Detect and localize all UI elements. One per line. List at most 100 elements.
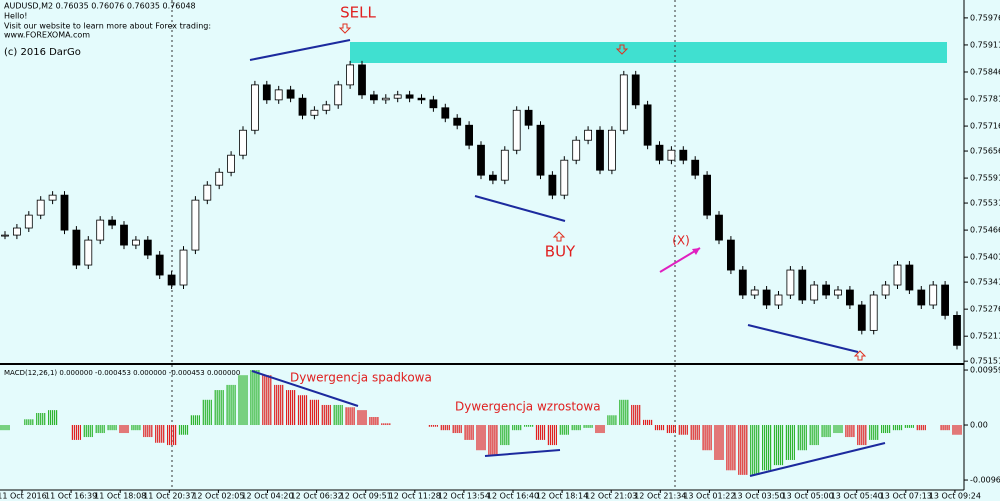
candle <box>679 149 688 161</box>
candle <box>560 159 569 196</box>
arrow <box>659 247 701 273</box>
x-tick-label: 12 Oct 16:40 <box>487 492 539 501</box>
annotation: SELL <box>340 4 376 22</box>
candle <box>286 89 295 99</box>
note: Visit our website to learn more about Fo… <box>4 22 211 31</box>
x-tick-label: 12 Oct 21:34 <box>634 492 686 501</box>
x-tick-label: 12 Oct 13:54 <box>438 492 490 501</box>
y-tick-label: 0.75211 <box>970 332 1000 341</box>
note: Hello! <box>4 12 27 21</box>
candle <box>667 149 676 161</box>
trend-line <box>747 324 859 353</box>
candle <box>786 269 795 296</box>
trend-line <box>749 442 886 477</box>
candle <box>548 174 557 196</box>
x-tick-label: 12 Oct 04:20 <box>241 492 293 501</box>
candle <box>500 149 509 181</box>
x-tick-label: 12 Oct 06:32 <box>291 492 343 501</box>
candle <box>429 99 438 109</box>
trend-line <box>249 39 351 61</box>
candle <box>846 289 854 306</box>
candle <box>179 249 188 286</box>
candle <box>441 107 450 119</box>
x-tick-label: 11 Oct 20:37 <box>143 492 195 501</box>
candle <box>227 154 236 173</box>
candle <box>834 289 842 296</box>
x-tick-label: 11 Oct 16:39 <box>45 492 97 501</box>
candle <box>215 171 224 186</box>
candle <box>298 97 307 116</box>
note: (c) 2016 DarGo <box>4 47 81 58</box>
candle <box>524 109 533 126</box>
resistance-zone <box>350 42 947 63</box>
x-tick-label: 12 Oct 11:28 <box>389 492 441 501</box>
candle <box>774 294 783 306</box>
candle <box>893 264 902 286</box>
candle <box>12 227 21 236</box>
y-tick-label: 0.009596 <box>970 366 1000 375</box>
candle <box>393 94 402 99</box>
candle <box>857 304 866 331</box>
candle <box>536 124 545 176</box>
candle <box>322 104 331 111</box>
candle <box>369 94 378 101</box>
y-tick-label: 0.75846 <box>970 67 1000 76</box>
candle <box>512 109 521 151</box>
x-tick-label: 12 Oct 21:03 <box>585 492 637 501</box>
symbol-title: AUDUSD,M2 0.76035 0.76076 0.76035 0.7604… <box>4 2 196 11</box>
y-tick-label: 0.75151 <box>970 357 1000 366</box>
candle <box>346 64 355 86</box>
candle <box>572 139 581 161</box>
candle <box>691 159 700 176</box>
y-tick-label: 0.75466 <box>970 226 1000 235</box>
y-tick-label: 0.75716 <box>970 122 1000 131</box>
y-tick-label: 0.75341 <box>970 278 1000 287</box>
x-tick-label: 11 Oct 2016 <box>0 492 47 501</box>
candle <box>715 214 723 241</box>
annotation: Dywergencja wzrostowa <box>455 400 601 414</box>
x-tick-label: 12 Oct 18:14 <box>536 492 588 501</box>
candle <box>131 239 140 246</box>
x-tick-label: 13 Oct 07:13 <box>880 492 932 501</box>
candle <box>239 129 247 156</box>
candle <box>488 174 497 181</box>
y-tick-label: 0.75531 <box>970 199 1000 208</box>
candle <box>155 254 164 276</box>
panel-title: MACD(12,26,1) 0.000000 -0.000453 0.00000… <box>4 369 240 377</box>
y-tick-label: 0.75656 <box>970 147 1000 156</box>
candle <box>381 97 390 101</box>
x-tick-label: 13 Oct 05:40 <box>831 492 883 501</box>
x-tick-label: 12 Oct 09:51 <box>340 492 392 501</box>
trend-line <box>251 370 359 407</box>
annotation: (X) <box>672 234 690 248</box>
x-tick-label: 13 Oct 05:00 <box>782 492 834 501</box>
y-tick-label: 0.75976 <box>970 13 1000 22</box>
sell-arrow <box>338 23 352 34</box>
candle <box>738 269 747 296</box>
trend-line <box>484 449 561 457</box>
candle <box>917 289 926 306</box>
candle <box>108 219 116 226</box>
annotation: Dywergencja spadkowa <box>290 371 432 385</box>
y-tick-label: 0.75591 <box>970 174 1000 183</box>
candle <box>953 314 961 346</box>
x-tick-label: 11 Oct 18:08 <box>94 492 146 501</box>
x-tick-label: 12 Oct 02:05 <box>192 492 244 501</box>
candle <box>84 239 93 266</box>
candle <box>72 229 81 266</box>
candle <box>810 284 819 301</box>
candle <box>143 239 152 256</box>
y-tick-label: 0.75781 <box>970 95 1000 104</box>
candle <box>929 284 938 306</box>
buy-arrow <box>552 231 566 242</box>
candle <box>596 129 604 171</box>
candle <box>881 284 890 296</box>
candle <box>36 199 45 216</box>
candle <box>405 94 414 99</box>
candle <box>750 289 759 296</box>
candle <box>822 284 830 296</box>
candle <box>203 184 212 201</box>
candle <box>60 194 69 231</box>
candle <box>608 129 616 171</box>
